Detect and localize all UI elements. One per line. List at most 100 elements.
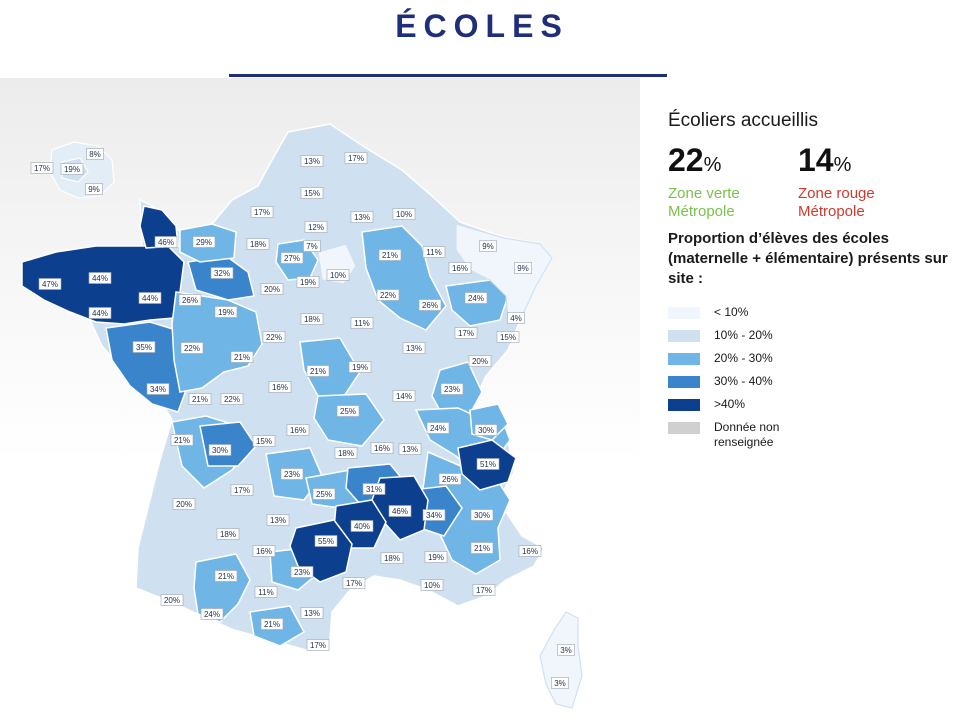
department-label-box [300,607,324,619]
department-label: 18% [380,552,404,564]
legend-classes: < 10% 10% - 20% 20% - 30% 30% - 40% >40%… [668,305,958,450]
department-label: 19% [424,551,448,563]
legend-label: 10% - 20% [714,328,773,342]
department-label-box [336,405,360,417]
department-label: 16% [370,442,394,454]
legend-description: Proportion d’élèves des écoles (maternel… [668,230,948,287]
department-value: 17% [234,486,250,495]
department-label: 19% [60,163,84,175]
department-value: 18% [304,315,320,324]
department-label-box [280,252,304,264]
department-label-box [246,238,270,250]
department-value: 9% [88,185,100,194]
department-label: 21% [260,618,284,630]
department-value: 17% [310,641,326,650]
department-label-box [362,483,386,495]
department-label: 55% [314,535,338,547]
department-label: 17% [472,584,496,596]
department-label-box [350,211,374,223]
department-label: 20% [172,498,196,510]
department-label-box [402,342,426,354]
department-label: 21% [230,351,254,363]
department-label-box [438,473,462,485]
department-label-box [188,393,212,405]
legend-item: Donnée non renseignée [668,420,958,450]
legend-item: 10% - 20% [668,328,958,343]
department-value: 22% [184,344,200,353]
department-value: 17% [348,154,364,163]
department-label: 11% [422,246,446,258]
stat-label: Zone rouge Métropole [798,185,875,220]
department-value: 19% [428,553,444,562]
legend-item: 30% - 40% [668,374,958,389]
department-label-box [220,393,244,405]
department-label-box [300,155,324,167]
department-label-box [424,551,448,563]
department-label: 51% [476,458,500,470]
department-value: 3% [560,646,572,655]
france-map: 17% 19% 8% 9% 13% 17% 15% 17% 12% 13% 10% 46% 29% 18%… [21,123,583,709]
stat-value: 22% [668,142,798,183]
department-value: 12% [308,223,324,232]
department-value: 11% [426,248,441,257]
department-value: 24% [204,610,220,619]
department-value: 13% [304,157,320,166]
department-label: 47% [38,278,62,290]
department-value: 3% [554,679,566,688]
department-label: 9% [85,183,103,195]
department-label-box [350,317,374,329]
department-label-box [252,435,276,447]
department-label: 9% [479,240,497,252]
department-label-box [378,249,402,261]
department-label: 17% [454,327,478,339]
department-label-box [392,208,416,220]
department-label-box [260,618,284,630]
department-label-box [392,390,416,402]
department-value: 16% [272,383,288,392]
department-label-box [260,283,284,295]
department-value: 18% [220,530,236,539]
stat-number: 14 [798,142,834,178]
department-value: 8% [89,150,101,159]
department-label-box [254,586,278,598]
department-value: 4% [510,314,522,323]
department-label-box [304,221,328,233]
legend-swatch [668,399,700,411]
department-label-box [376,289,400,301]
department-label-box [172,498,196,510]
department-label: 29% [192,236,216,248]
department-label: 40% [350,520,374,532]
department-label: 27% [280,252,304,264]
department-label-box [268,381,292,393]
department-value: 15% [500,333,516,342]
department-value: 22% [224,395,240,404]
department-label-box [252,545,276,557]
department-value: 34% [150,385,166,394]
department-value: 25% [316,490,332,499]
department-label: 46% [154,236,178,248]
department-value: 15% [256,437,272,446]
department-value: 23% [294,568,310,577]
department-label: 26% [438,473,462,485]
legend-item: 20% - 30% [668,351,958,366]
department-label: 13% [300,607,324,619]
stat-number: 22 [668,142,704,178]
department-label-box [496,331,520,343]
department-label-box [464,292,488,304]
department-label: 22% [180,342,204,354]
department-label: 3% [557,644,575,656]
department-label-box [514,262,532,274]
legend-swatch [668,422,700,434]
department-label: 12% [304,221,328,233]
department-value: 11% [354,319,369,328]
department-value: 21% [174,436,190,445]
legend-swatch [668,353,700,365]
department-value: 13% [304,609,320,618]
department-label: 18% [300,313,324,325]
department-value: 30% [478,426,494,435]
department-value: 18% [250,240,266,249]
department-label-box [518,545,542,557]
department-label: 19% [214,306,238,318]
department-label: 13% [398,443,422,455]
legend-swatch [668,376,700,388]
